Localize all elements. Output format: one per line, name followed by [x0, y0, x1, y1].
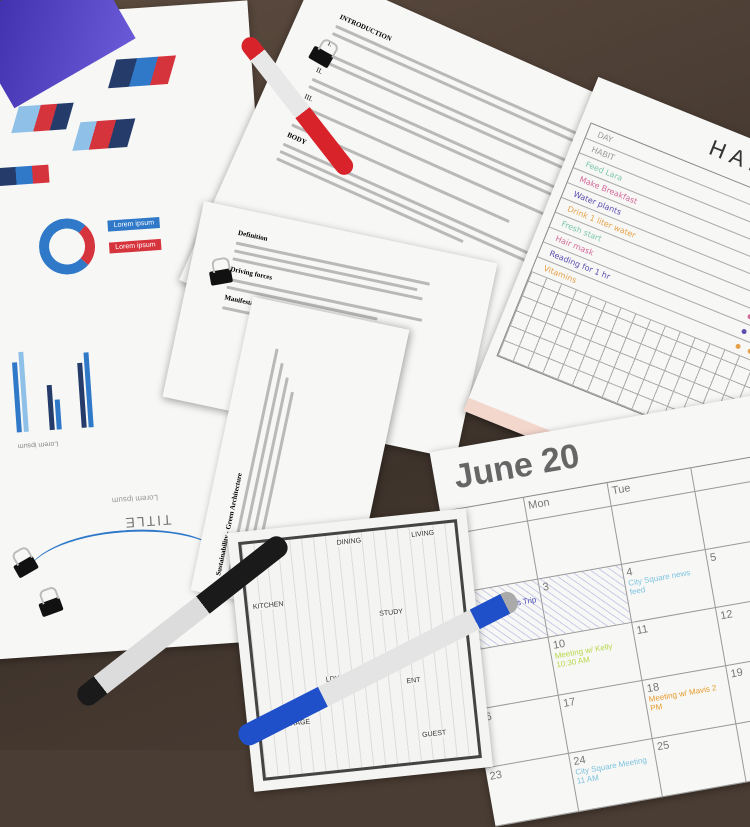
- day-number: 5: [709, 551, 718, 565]
- day-number: 23: [488, 768, 503, 783]
- day-number: 19: [729, 666, 744, 681]
- room-label: GUEST: [421, 729, 447, 739]
- bar-icon-chart: [11, 102, 74, 134]
- habit-check-dot[interactable]: [734, 343, 742, 350]
- chart-subtitle: Lorem ipsum: [111, 492, 159, 505]
- donut-chart: [37, 216, 97, 277]
- calendar-event[interactable]: Meeting w/ Kelly 10:30 AM: [554, 641, 614, 670]
- day-number: 25: [656, 739, 671, 754]
- axis-label: Lorem ipsum: [17, 439, 59, 450]
- habit-check-dot[interactable]: [740, 328, 748, 335]
- chart-bar: [46, 384, 55, 431]
- room-label: DINING: [336, 537, 362, 547]
- room-label: ENT: [406, 676, 421, 686]
- day-number: 12: [719, 608, 734, 623]
- room-label: KITCHEN: [252, 600, 284, 611]
- chart-bar: [54, 399, 62, 430]
- calendar-event[interactable]: City Square Meeting 11 AM: [574, 755, 648, 786]
- bar-icon-chart: [0, 164, 50, 187]
- calendar-month: June 20: [451, 436, 583, 497]
- chart-title: TITLE: [122, 511, 173, 532]
- room-label: LIVING: [410, 529, 435, 539]
- bar-icon-chart: [72, 118, 136, 151]
- room-label: STUDY: [379, 608, 404, 618]
- day-number: 17: [562, 695, 577, 710]
- bar-chart: [6, 342, 102, 433]
- bar-icon-chart: [108, 55, 177, 89]
- day-number: 3: [541, 580, 550, 594]
- legend-label: Lorem ipsum: [108, 238, 162, 254]
- calendar-event[interactable]: City Square news feed: [627, 568, 691, 597]
- day-number: 11: [635, 623, 650, 638]
- legend-label: Lorem ipsum: [107, 216, 161, 232]
- calendar-event[interactable]: Meeting w/ Mavis 2 PM: [648, 683, 718, 713]
